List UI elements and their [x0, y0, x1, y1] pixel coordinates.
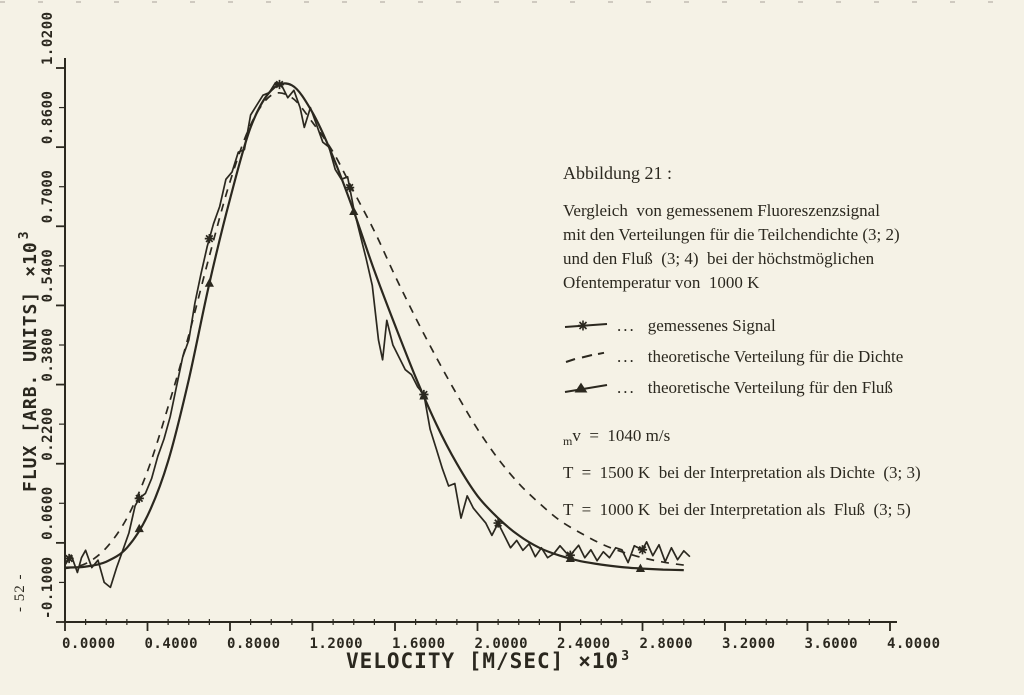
triangle-marker: [204, 278, 214, 287]
y-tick-label: 0.0600: [40, 486, 56, 540]
caption-line: und den Fluß (3; 4) bei der höchstmöglic…: [563, 249, 875, 268]
triangle-marker: [134, 523, 144, 533]
legend-row-density: ... theoretische Verteilung für die Dich…: [563, 341, 1018, 372]
y-tick-label: 0.8600: [40, 91, 56, 145]
asterisk-line-icon: [564, 320, 608, 330]
fit-parameters: mv = 1040 m/s T = 1500 K bei der Interpr…: [563, 420, 1018, 531]
x-tick-label: 1.6000: [392, 636, 446, 652]
flux-theory-curve: [64, 82, 684, 572]
param-subscript: m: [563, 434, 573, 448]
legend-dots: ...: [617, 346, 636, 366]
y-tick-label: -0.1000: [40, 556, 56, 619]
figure-caption-block: Abbildung 21 : Vergleich von gemessenem …: [563, 163, 1018, 531]
x-tick-label: 0.0000: [62, 636, 116, 652]
legend-label: theoretische Verteilung für die Dichte: [647, 346, 904, 366]
density-theory-curve: [64, 91, 684, 570]
legend-dots: ...: [617, 315, 636, 335]
figure-caption: Vergleich von gemessenem Fluoreszenzsign…: [563, 199, 1018, 295]
x-tick-label: 0.8000: [227, 636, 281, 652]
plot-legend: ... gemessenes Signal ... theoretische V…: [563, 310, 1018, 403]
legend-label: theoretische Verteilung für den Fluß: [647, 377, 893, 397]
asterisk-marker: [493, 518, 503, 528]
measured-signal-curve: [64, 81, 691, 589]
asterisk-marker: [637, 545, 648, 555]
axes-layer: 0.0000 0.4000 0.8000 1.2000 1.6000 2.0000 2.40…: [40, 11, 941, 652]
x-tick-label: 1.2000: [310, 636, 364, 652]
triangle-line-icon: [564, 382, 608, 393]
asterisk-marker: [345, 182, 355, 193]
x-tick-label: 2.8000: [640, 636, 694, 652]
param-text: v = 1040 m/s: [572, 426, 671, 445]
param-temp-fluss: T = 1000 K bei der Interpretation als Fl…: [563, 494, 1018, 531]
legend-label: gemessenes Signal: [647, 315, 776, 335]
y-tick-label: 0.2200: [40, 407, 56, 461]
x-tick-label: 0.4000: [145, 636, 199, 652]
asterisk-marker: [565, 550, 575, 560]
caption-line: Vergleich von gemessenem Fluoreszenzsign…: [563, 201, 880, 220]
figure-title: Abbildung 21 :: [563, 163, 673, 183]
legend-row-flux: ... theoretische Verteilung für den Fluß: [563, 372, 1018, 403]
param-temp-dichte: T = 1500 K bei der Interpretation als Di…: [563, 457, 1018, 494]
y-tick-label: 1.0200: [40, 11, 56, 65]
asterisk-marker: [274, 79, 285, 90]
asterisk-marker: [419, 389, 429, 400]
dashed-line-icon: [565, 351, 605, 363]
param-text: T = 1500 K bei der Interpretation als Di…: [563, 463, 921, 482]
asterisk-marker: [204, 234, 214, 244]
legend-row-measured: ... gemessenes Signal: [563, 310, 1018, 341]
y-axis-title: FLUX [ARB. UNITS]×103: [17, 230, 41, 492]
y-tick-label: 0.3800: [40, 328, 56, 382]
param-text: T = 1000 K bei der Interpretation als Fl…: [563, 500, 911, 519]
page-edge-artifact: [0, 1, 1024, 3]
page-number: - 52 -: [12, 573, 28, 613]
y-tick-label: 0.5400: [40, 249, 56, 303]
caption-line: mit den Verteilungen für die Teilchendic…: [563, 225, 900, 244]
caption-line: Ofentemperatur von 1000 K: [563, 273, 760, 292]
y-tick-label: 0.7000: [40, 170, 56, 224]
triangle-marker: [635, 563, 646, 573]
x-tick-label: 2.4000: [557, 636, 611, 652]
x-tick-label: 3.2000: [722, 636, 776, 652]
param-velocity: mv = 1040 m/s: [563, 420, 1018, 457]
x-tick-label: 2.0000: [475, 636, 529, 652]
curves-layer: [64, 79, 691, 589]
x-tick-label: 3.6000: [805, 636, 859, 652]
asterisk-marker: [64, 553, 74, 564]
x-tick-label: 4.0000: [887, 636, 941, 652]
x-axis-title: VELOCITY [M/SEC] ×10 3: [346, 649, 630, 673]
asterisk-marker: [134, 493, 144, 503]
legend-dots: ...: [617, 377, 636, 397]
